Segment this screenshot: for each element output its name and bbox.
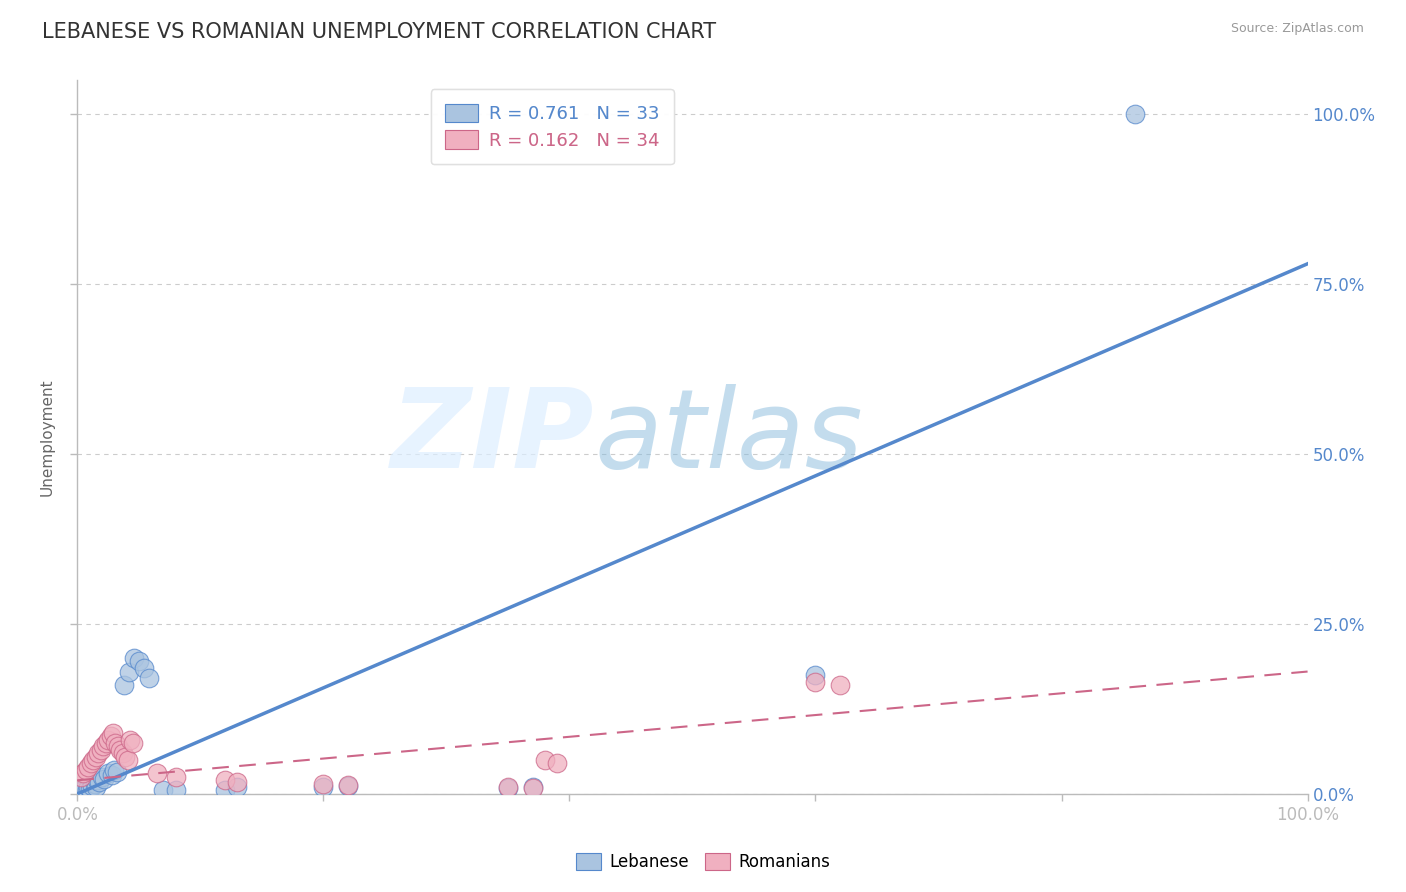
Point [82,779,104,793]
Point [496,780,519,794]
Point [77,780,100,794]
Point [138,671,160,685]
Point [1125,107,1147,121]
Point [73,781,96,796]
Point [121,736,143,750]
Point [91,739,114,754]
Legend: Lebanese, Romanians: Lebanese, Romanians [567,845,839,880]
Point [312,777,335,791]
Point [86,773,108,788]
Point [152,783,174,797]
Point [93,772,115,786]
Point [337,778,360,792]
Point [226,774,249,789]
Point [226,780,249,794]
Point [90,742,112,756]
Point [83,777,105,791]
Point [804,668,827,682]
Point [107,739,129,754]
Point [82,753,104,767]
Point [76,782,98,797]
Point [146,766,169,780]
Point [79,782,101,797]
Point [101,725,124,739]
Point [111,746,134,760]
Point [165,770,187,784]
Point [496,781,519,796]
Point [103,763,125,777]
Point [522,781,544,796]
Point [128,654,150,668]
Point [70,770,93,784]
Point [546,756,568,771]
Point [110,742,132,756]
Point [101,768,124,782]
Legend: R = 0.761   N = 33, R = 0.162   N = 34: R = 0.761 N = 33, R = 0.162 N = 34 [430,89,673,164]
Text: ZIP: ZIP [391,384,595,491]
Point [94,736,117,750]
Point [100,729,122,743]
Point [214,773,236,788]
Point [534,753,557,767]
Point [72,766,94,780]
Y-axis label: Unemployment: Unemployment [39,378,55,496]
Point [87,746,110,760]
Point [84,749,107,764]
Point [84,780,107,794]
Point [75,763,97,777]
Point [89,774,111,789]
Point [830,678,852,692]
Point [114,749,136,764]
Point [312,780,335,794]
Point [90,770,114,784]
Text: atlas: atlas [595,384,863,491]
Point [120,732,142,747]
Point [804,674,827,689]
Point [132,661,155,675]
Point [112,678,135,692]
Point [97,732,120,747]
Point [70,783,93,797]
Point [118,665,141,679]
Point [80,756,103,771]
Point [117,753,139,767]
Point [165,783,187,797]
Point [337,779,360,793]
Point [97,766,120,780]
Point [214,783,236,797]
Text: Source: ZipAtlas.com: Source: ZipAtlas.com [1230,22,1364,36]
Point [522,780,544,794]
Point [122,651,145,665]
Point [77,760,100,774]
Point [104,736,127,750]
Point [105,765,128,780]
Text: LEBANESE VS ROMANIAN UNEMPLOYMENT CORRELATION CHART: LEBANESE VS ROMANIAN UNEMPLOYMENT CORREL… [42,22,716,42]
